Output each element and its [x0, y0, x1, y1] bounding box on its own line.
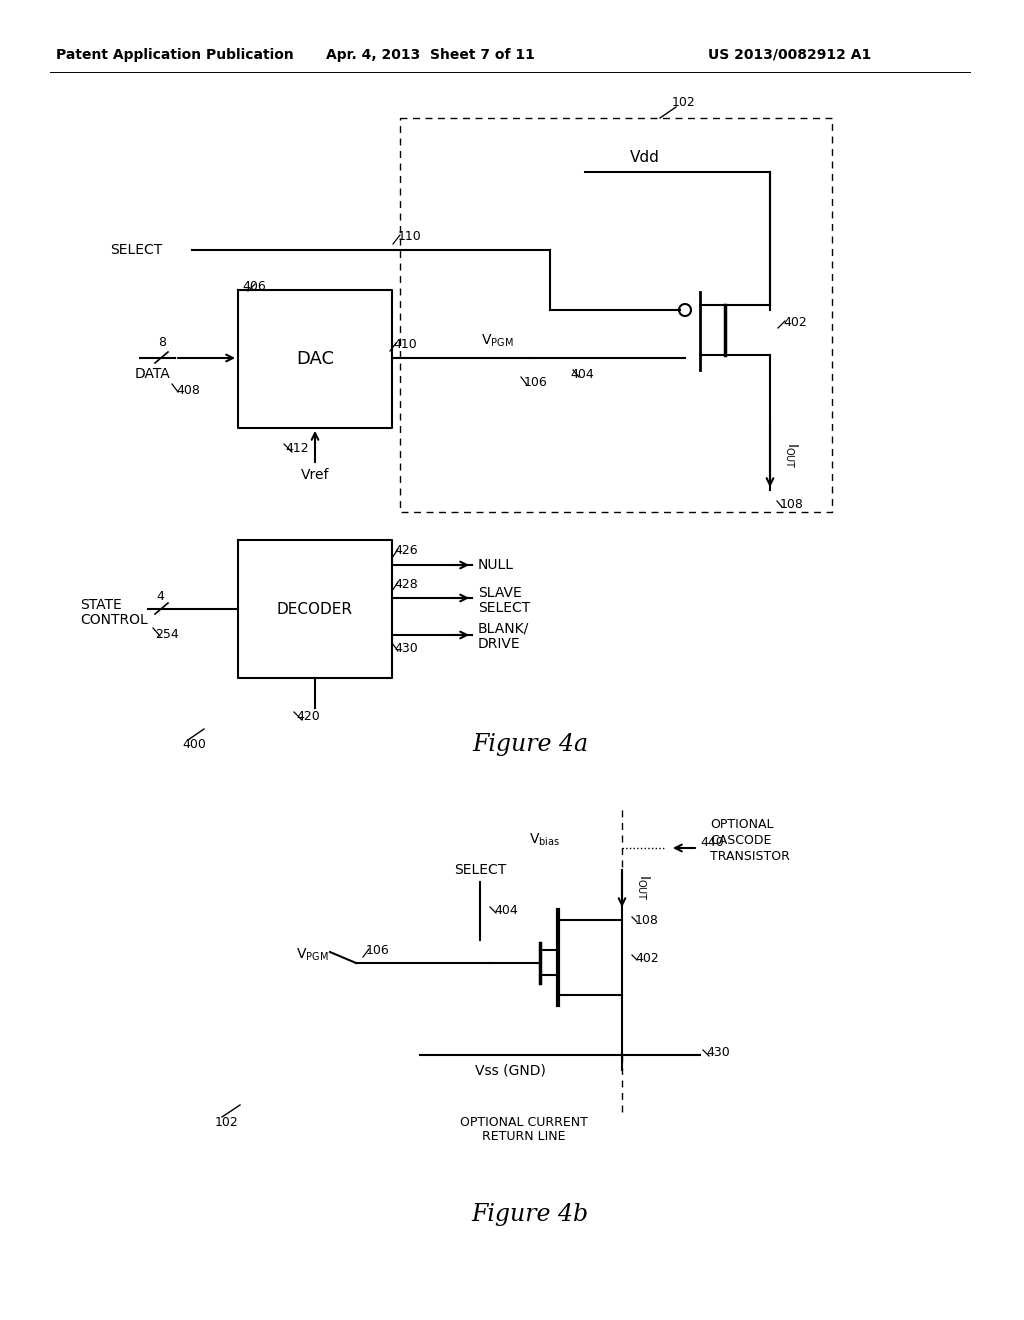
Text: CONTROL: CONTROL — [80, 612, 147, 627]
Text: Vss (GND): Vss (GND) — [474, 1063, 546, 1077]
Text: 4: 4 — [156, 590, 164, 602]
Text: DAC: DAC — [296, 350, 334, 368]
Text: 404: 404 — [494, 903, 518, 916]
Text: 106: 106 — [366, 944, 390, 957]
Text: 406: 406 — [242, 280, 266, 293]
Text: 108: 108 — [635, 913, 658, 927]
Text: 8: 8 — [158, 335, 166, 348]
Text: 402: 402 — [783, 317, 807, 330]
Text: 404: 404 — [570, 368, 594, 381]
Text: 254: 254 — [155, 627, 179, 640]
Text: 400: 400 — [182, 738, 206, 751]
Text: SELECT: SELECT — [478, 601, 530, 615]
Text: 430: 430 — [394, 643, 418, 656]
Text: OPTIONAL: OPTIONAL — [710, 818, 773, 832]
Text: DRIVE: DRIVE — [478, 638, 520, 651]
Text: RETURN LINE: RETURN LINE — [482, 1130, 565, 1143]
Text: US 2013/0082912 A1: US 2013/0082912 A1 — [709, 48, 871, 62]
Text: STATE: STATE — [80, 598, 122, 612]
Text: TRANSISTOR: TRANSISTOR — [710, 850, 790, 863]
Text: 102: 102 — [672, 96, 695, 110]
Text: NULL: NULL — [478, 558, 514, 572]
Text: I$_{\mathregular{OUT}}$: I$_{\mathregular{OUT}}$ — [635, 874, 651, 900]
Text: 108: 108 — [780, 499, 804, 511]
Text: 408: 408 — [176, 384, 200, 396]
Text: 412: 412 — [285, 441, 308, 454]
Text: SELECT: SELECT — [110, 243, 162, 257]
Text: DECODER: DECODER — [278, 602, 353, 616]
Text: SLAVE: SLAVE — [478, 586, 522, 601]
Text: 426: 426 — [394, 544, 418, 557]
Text: SELECT: SELECT — [454, 863, 506, 876]
Text: 430: 430 — [706, 1047, 730, 1060]
Text: OPTIONAL CURRENT: OPTIONAL CURRENT — [460, 1115, 588, 1129]
Text: V$_{\mathregular{bias}}$: V$_{\mathregular{bias}}$ — [528, 832, 560, 849]
Text: Apr. 4, 2013  Sheet 7 of 11: Apr. 4, 2013 Sheet 7 of 11 — [326, 48, 535, 62]
Text: 420: 420 — [296, 710, 319, 722]
Text: Figure 4a: Figure 4a — [472, 734, 588, 756]
Text: 428: 428 — [394, 578, 418, 590]
Text: V$_{\mathregular{PGM}}$: V$_{\mathregular{PGM}}$ — [480, 333, 513, 350]
Text: BLANK/: BLANK/ — [478, 622, 529, 636]
Text: 110: 110 — [398, 231, 422, 243]
Text: V$_{\mathregular{PGM}}$: V$_{\mathregular{PGM}}$ — [296, 946, 329, 964]
Text: 440: 440 — [700, 837, 724, 850]
Text: 102: 102 — [215, 1115, 239, 1129]
Text: Figure 4b: Figure 4b — [471, 1204, 589, 1226]
Text: CASCODE: CASCODE — [710, 834, 771, 847]
Text: I$_{\mathregular{OUT}}$: I$_{\mathregular{OUT}}$ — [783, 442, 800, 469]
Text: DATA: DATA — [135, 367, 171, 381]
Text: Vdd: Vdd — [630, 149, 659, 165]
Text: Patent Application Publication: Patent Application Publication — [56, 48, 294, 62]
Text: 410: 410 — [393, 338, 417, 351]
Text: 402: 402 — [635, 952, 658, 965]
Text: Vref: Vref — [301, 469, 330, 482]
Text: 106: 106 — [524, 376, 548, 389]
